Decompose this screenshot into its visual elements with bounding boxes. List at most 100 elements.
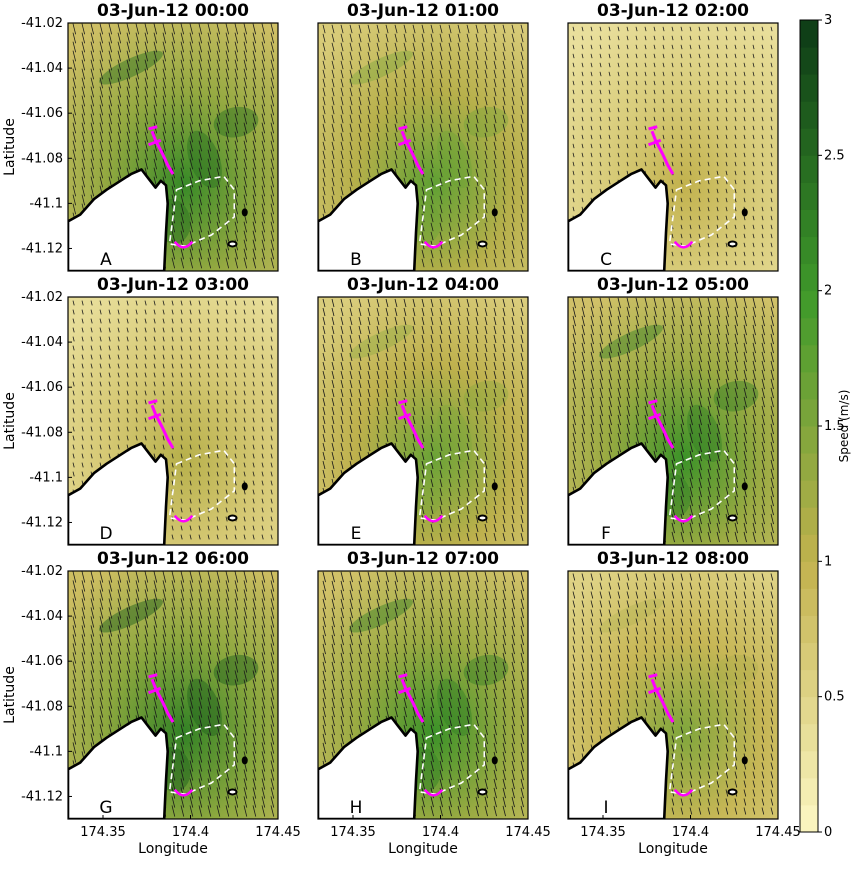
island (491, 208, 498, 217)
x-tick-label: 174.35 (580, 825, 626, 840)
y-tick-label: -41.12 (21, 241, 63, 256)
island (227, 240, 238, 248)
x-tick-label: 174.4 (672, 825, 709, 840)
colorbar-segment (800, 453, 818, 481)
magenta-track (650, 130, 675, 175)
panel-frame (317, 22, 529, 272)
magenta-track (673, 240, 694, 249)
island (741, 482, 748, 491)
fast-flow-region (687, 404, 722, 463)
y-tick-label: -41.08 (21, 425, 63, 440)
magenta-track (397, 673, 412, 695)
panel-letter: A (100, 250, 112, 270)
island (477, 788, 488, 796)
velocity-vectors (72, 300, 273, 540)
panel-d: 03-Jun-12 03:00 D -41.02 -41.04 -41.06 -41.08… (2, 275, 279, 546)
colorbar-segment (800, 561, 818, 589)
y-tick-label: -41.02 (21, 290, 63, 305)
island (727, 514, 738, 522)
x-axis-label: Longitude (388, 841, 458, 857)
magenta-track (423, 240, 444, 249)
colorbar-segment (800, 155, 818, 183)
dashed-zone (168, 723, 236, 796)
panel-letter: F (601, 524, 611, 544)
magenta-track (150, 130, 175, 175)
colorbar-segment (800, 669, 818, 698)
colorbar-segment (800, 398, 818, 427)
colorbar-segment (800, 47, 818, 75)
panel-frame (67, 22, 279, 272)
fast-flow-region (463, 654, 509, 686)
colorbar-segment (800, 777, 818, 806)
magenta-track (423, 788, 444, 797)
colorbar-segment (800, 371, 818, 400)
panel-frame (567, 296, 779, 546)
y-tick-label: -41.06 (21, 380, 63, 395)
panel-frame (317, 570, 529, 820)
colorbar-tick-label: 0 (824, 825, 832, 840)
panel-frame (67, 570, 279, 820)
y-tick-label: -41.06 (21, 106, 63, 121)
island (241, 756, 248, 765)
panel-frame (67, 296, 279, 546)
panel-letter: C (600, 250, 612, 270)
y-tick-label: -41.02 (21, 16, 63, 31)
y-axis-label: Latitude (2, 392, 18, 450)
fast-flow-region (437, 678, 472, 737)
island (491, 756, 498, 765)
land-mass (68, 716, 169, 819)
colorbar-tick-label: 2.5 (824, 148, 845, 163)
y-tick-label: -41.1 (29, 744, 63, 759)
panel-title: 03-Jun-12 06:00 (97, 549, 249, 569)
x-tick-label: 174.4 (422, 825, 459, 840)
y-tick-label: -41.04 (21, 609, 63, 624)
dashed-zone (418, 449, 486, 522)
panel-field (68, 23, 278, 271)
colorbar-segment (800, 480, 818, 508)
y-tick-label: -41.1 (29, 470, 63, 485)
island (741, 756, 748, 765)
colorbar-segment (800, 344, 818, 373)
panel-title: 03-Jun-12 05:00 (597, 275, 749, 295)
magenta-track (647, 673, 662, 695)
colorbar-tick-label: 0.5 (824, 690, 845, 705)
panel-title: 03-Jun-12 02:00 (597, 1, 749, 21)
magenta-track (400, 404, 425, 449)
panel-frame (567, 570, 779, 820)
panel-field (568, 571, 778, 819)
panel-c: 03-Jun-12 02:00 C (567, 1, 779, 272)
panel-letter: D (99, 524, 112, 544)
panel-field (318, 23, 528, 271)
magenta-track (397, 399, 412, 421)
land-mass (568, 442, 669, 545)
panel-h: 03-Jun-12 07:00 H 174.35 174.4 174.45 Longitu… (317, 549, 551, 857)
magenta-track (647, 399, 662, 421)
panel-title: 03-Jun-12 07:00 (347, 549, 499, 569)
dashed-zone (168, 175, 236, 248)
colorbar-tick-label: 2 (824, 284, 832, 299)
magenta-track (673, 514, 694, 523)
island (727, 240, 738, 248)
colorbar-tick-label: 1.5 (824, 419, 845, 434)
colorbar-segment (800, 588, 818, 616)
magenta-track (647, 125, 662, 147)
panel-a: 03-Jun-12 00:00 A -41.02 -41.04 -41.06 -41.08… (2, 1, 279, 272)
panel-letter: B (350, 250, 362, 270)
fast-flow-region (437, 130, 472, 189)
x-tick-label: 174.45 (505, 825, 551, 840)
panel-frame (567, 22, 779, 272)
magenta-track (173, 514, 194, 523)
island (227, 788, 238, 796)
colorbar-segment (800, 74, 818, 102)
colorbar-segment (800, 507, 818, 535)
land-mass (68, 442, 169, 545)
dashed-zone (668, 175, 736, 248)
colorbar-segment (800, 209, 818, 238)
y-tick-label: -41.08 (21, 699, 63, 714)
colorbar-segment (800, 20, 818, 48)
y-tick-label: -41.02 (21, 564, 63, 579)
colorbar-segment (800, 317, 818, 346)
magenta-track (173, 240, 194, 249)
land-mass (68, 168, 169, 271)
fast-flow-region (213, 106, 259, 138)
